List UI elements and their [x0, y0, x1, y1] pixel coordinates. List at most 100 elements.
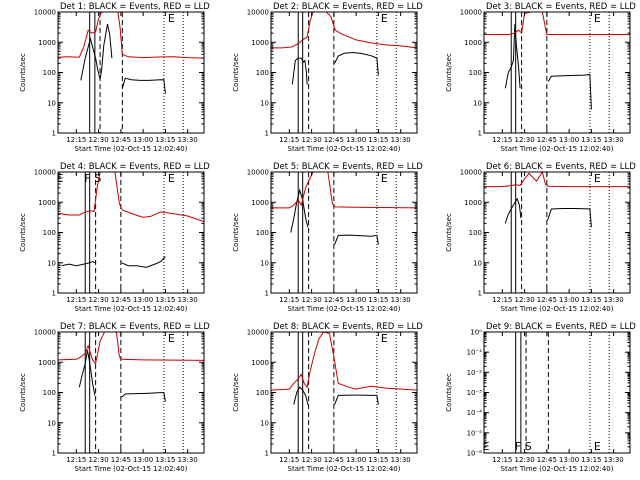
x-tick-label: 12:30 [88, 296, 108, 304]
y-tick-label: 10 [260, 419, 269, 427]
series-black-events [504, 197, 522, 224]
y-axis-label: Counts/sec [445, 373, 453, 412]
x-tick-label: 13:15 [581, 136, 601, 144]
series-black-events [80, 23, 113, 81]
marker-label: E [168, 12, 175, 25]
y-tick-label: 100 [469, 69, 482, 77]
x-tick-label: 13:00 [346, 136, 366, 144]
series-red-lld [271, 11, 418, 49]
x-tick-label: 13:30 [178, 456, 198, 464]
x-tick-label: 12:15 [492, 456, 512, 464]
marker-label: E [594, 172, 601, 185]
y-tick-label: 1000 [251, 199, 269, 207]
x-tick-label: 13:15 [581, 456, 601, 464]
series-red-lld [484, 170, 630, 188]
plot-frame [270, 11, 418, 134]
y-tick-label: 10⁻⁶ [467, 450, 483, 458]
x-tick-label: 12:15 [66, 456, 86, 464]
y-tick-label: 10⁰ [470, 329, 482, 337]
marker-label: F [84, 172, 90, 185]
x-tick-label: 13:00 [133, 456, 153, 464]
x-tick-label: 12:45 [111, 456, 131, 464]
y-tick-label: 1 [265, 130, 269, 138]
x-tick-label: 12:45 [324, 136, 344, 144]
series-black-events [547, 74, 592, 110]
x-tick-label: 13:15 [155, 296, 175, 304]
plot-frame [270, 171, 418, 294]
marker-label: E [594, 440, 601, 453]
plot-frame [483, 331, 631, 454]
x-tick-label: 13:30 [604, 296, 624, 304]
x-tick-label: 12:30 [88, 136, 108, 144]
x-tick-label: 12:45 [324, 456, 344, 464]
y-tick-label: 10000 [460, 9, 482, 17]
x-tick-label: 13:00 [346, 456, 366, 464]
x-tick-label: 12:30 [301, 296, 321, 304]
panel-title: Det 8: BLACK = Events, RED = LLD [273, 322, 423, 332]
y-axis-label: Counts/sec [19, 213, 27, 252]
x-tick-label: 12:45 [111, 296, 131, 304]
x-axis-label: Start Time (02-Oct-15 12:02:40) [75, 305, 188, 313]
series-red-lld [484, 11, 630, 35]
x-tick-label: 12:15 [279, 296, 299, 304]
series-red-lld [270, 331, 418, 391]
panel-title: Det 5: BLACK = Events, RED = LLD [273, 162, 423, 172]
panel-title: Det 2: BLACK = Events, RED = LLD [273, 2, 423, 12]
x-tick-label: 12:45 [324, 296, 344, 304]
series-black-events [293, 386, 309, 405]
y-tick-label: 1000 [38, 199, 56, 207]
y-tick-label: 1000 [251, 39, 269, 47]
panel-title: Det 3: BLACK = Events, RED = LLD [486, 2, 636, 12]
y-tick-label: 1000 [251, 359, 269, 367]
series-black-events [504, 23, 521, 89]
y-tick-label: 10 [47, 419, 56, 427]
y-tick-label: 1 [265, 290, 269, 298]
y-tick-label: 100 [256, 229, 269, 237]
y-tick-label: 1 [478, 130, 482, 138]
y-tick-label: 10⁻³ [467, 389, 483, 397]
y-tick-label: 10000 [34, 169, 56, 177]
series-black-events [121, 256, 166, 268]
y-tick-label: 1000 [464, 199, 482, 207]
x-tick-label: 12:15 [492, 136, 512, 144]
y-tick-label: 100 [256, 69, 269, 77]
y-axis-label: Counts/sec [19, 53, 27, 92]
x-tick-label: 13:15 [155, 136, 175, 144]
panel-title: Det 7: BLACK = Events, RED = LLD [60, 322, 210, 332]
x-tick-label: 12:15 [66, 136, 86, 144]
x-tick-label: 12:15 [279, 136, 299, 144]
series-red-lld [57, 331, 205, 365]
y-tick-label: 1 [265, 450, 269, 458]
x-tick-label: 13:00 [133, 136, 153, 144]
x-tick-label: 13:15 [368, 136, 388, 144]
x-tick-label: 12:15 [492, 296, 512, 304]
y-tick-label: 10⁻⁴ [467, 409, 483, 417]
x-tick-label: 13:15 [581, 296, 601, 304]
x-tick-label: 13:30 [178, 296, 198, 304]
y-tick-label: 1 [52, 130, 56, 138]
y-tick-label: 100 [43, 389, 56, 397]
plot-frame [57, 331, 205, 454]
x-tick-label: 12:30 [301, 456, 321, 464]
plot-frame [57, 11, 205, 134]
panel-title: Det 4: BLACK = Events, RED = LLD [60, 162, 210, 172]
y-tick-label: 10⁻² [467, 369, 483, 377]
series-black-events [334, 234, 379, 245]
marker-label: E [381, 12, 388, 25]
x-tick-label: 13:30 [391, 136, 411, 144]
series-black-events [61, 260, 96, 267]
marker-label: F [515, 440, 521, 453]
y-axis-label: Counts/sec [232, 53, 240, 92]
x-tick-label: 12:45 [537, 296, 557, 304]
plot-frame [483, 171, 631, 294]
y-tick-label: 10000 [247, 169, 269, 177]
x-tick-label: 12:30 [514, 136, 534, 144]
x-tick-label: 13:15 [155, 456, 175, 464]
series-red-lld [57, 11, 205, 59]
series-red-lld [271, 171, 418, 209]
y-tick-label: 100 [43, 69, 56, 77]
